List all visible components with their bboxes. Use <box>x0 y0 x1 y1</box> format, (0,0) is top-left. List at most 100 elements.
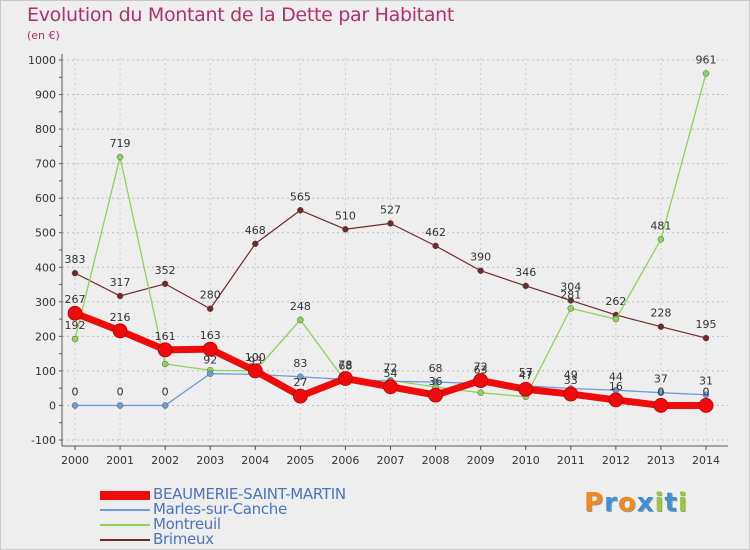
x-tick-label: 2011 <box>557 454 585 467</box>
data-point <box>477 267 484 274</box>
data-label: 719 <box>110 137 131 150</box>
data-label: 100 <box>245 351 266 364</box>
legend-item: Brimeux <box>100 530 420 548</box>
x-tick-label: 2014 <box>692 454 720 467</box>
x-tick-label: 2002 <box>151 454 179 467</box>
data-point <box>653 398 669 413</box>
data-point <box>657 323 665 330</box>
logo-letter: i <box>677 488 688 518</box>
data-point <box>338 371 353 386</box>
data-point <box>387 220 394 227</box>
data-point <box>518 381 534 397</box>
y-tick-label: 100 <box>35 365 56 378</box>
data-label: 481 <box>650 219 671 232</box>
data-label: 462 <box>425 226 446 239</box>
proxiti-logo[interactable]: Proxiti <box>584 488 688 518</box>
data-point <box>292 388 308 404</box>
data-point <box>202 341 218 357</box>
data-point <box>522 282 529 290</box>
legend-label: BEAUMERIE-SAINT-MARTIN <box>153 485 346 503</box>
legend-swatch <box>100 524 150 526</box>
logo-letter: t <box>664 488 678 518</box>
data-label: 281 <box>560 288 581 301</box>
data-label: 390 <box>470 251 491 264</box>
data-label: 527 <box>380 203 401 216</box>
y-tick-label: 1000 <box>28 54 56 67</box>
data-point <box>161 280 169 288</box>
y-tick-label: 200 <box>35 330 56 343</box>
series-marles-sur-canche: 0 0 0 92 93 83 68 72 68 63 57 49 44 37 31 <box>71 354 713 409</box>
series-beaumerie-saint-martin: 267 216 161 163 100 27 78 54 36 72 47 33 16 0 0 <box>65 293 714 413</box>
data-point <box>161 360 169 368</box>
data-label: 72 <box>384 361 398 374</box>
data-label: 68 <box>338 360 352 373</box>
data-point <box>161 402 169 409</box>
data-label: 37 <box>654 373 668 386</box>
x-tick-label: 2012 <box>602 454 630 467</box>
legend-label: Brimeux <box>153 530 214 548</box>
legend-swatch <box>100 490 150 500</box>
data-label: 228 <box>650 307 671 320</box>
data-label: 383 <box>65 253 86 266</box>
data-label: 163 <box>200 329 221 342</box>
data-label: 565 <box>290 190 311 203</box>
data-point <box>252 240 259 248</box>
data-point <box>477 389 484 396</box>
data-label: 216 <box>110 311 131 324</box>
data-point <box>567 305 575 312</box>
legend-label: Marles-sur-Canche <box>153 500 287 518</box>
x-tick-label: 2000 <box>61 454 89 467</box>
y-tick-label: 500 <box>35 227 56 240</box>
data-label: 16 <box>609 380 623 393</box>
data-label: 92 <box>203 354 217 367</box>
plot-area <box>62 58 728 442</box>
y-tick-label: 800 <box>35 123 56 136</box>
data-label: 47 <box>519 369 533 382</box>
logo-letter: P <box>584 488 605 518</box>
data-point <box>67 305 83 321</box>
y-tick-label: 900 <box>35 89 56 102</box>
data-label: 0 <box>657 385 664 398</box>
y-tick-label: 700 <box>35 158 56 171</box>
x-tick-label: 2003 <box>196 454 224 467</box>
data-label: 510 <box>335 209 356 222</box>
data-label: 161 <box>155 330 176 343</box>
data-point <box>432 242 439 250</box>
data-label: 83 <box>293 357 307 370</box>
data-point <box>71 335 79 343</box>
data-point <box>71 402 79 409</box>
x-tick-label: 2005 <box>286 454 314 467</box>
data-label: 468 <box>245 224 266 237</box>
data-label: 346 <box>515 266 536 279</box>
data-point <box>157 342 173 358</box>
logo-letter: x <box>636 488 655 518</box>
legend-label: Montreuil <box>153 515 221 533</box>
legend-item: BEAUMERIE-SAINT-MARTIN <box>100 485 420 503</box>
legend-swatch <box>100 539 150 541</box>
data-point <box>297 373 304 381</box>
chart-title: Evolution du Montant de la Dette par Hab… <box>27 4 455 26</box>
data-label: 961 <box>696 53 717 66</box>
data-label: 195 <box>696 318 717 331</box>
y-tick-label: 600 <box>35 192 56 205</box>
data-point <box>702 70 710 77</box>
x-tick-label: 2008 <box>422 454 450 467</box>
data-label: 304 <box>560 280 581 293</box>
legend-item: Montreuil <box>100 515 420 533</box>
data-point <box>657 389 665 396</box>
data-label: 0 <box>72 385 79 398</box>
data-label: 57 <box>519 366 533 379</box>
data-point <box>247 363 263 379</box>
logo-letter: i <box>654 488 665 518</box>
data-label: 27 <box>293 376 307 389</box>
data-point <box>342 226 349 233</box>
data-label: 192 <box>65 319 86 332</box>
x-tick-label: 2006 <box>331 454 359 467</box>
data-point <box>297 207 304 214</box>
data-point <box>563 386 579 402</box>
x-tick-label: 2010 <box>512 454 540 467</box>
data-label: 0 <box>117 385 124 398</box>
data-label: 78 <box>338 359 352 372</box>
data-point <box>702 391 710 398</box>
logo-letter: o <box>617 488 637 518</box>
